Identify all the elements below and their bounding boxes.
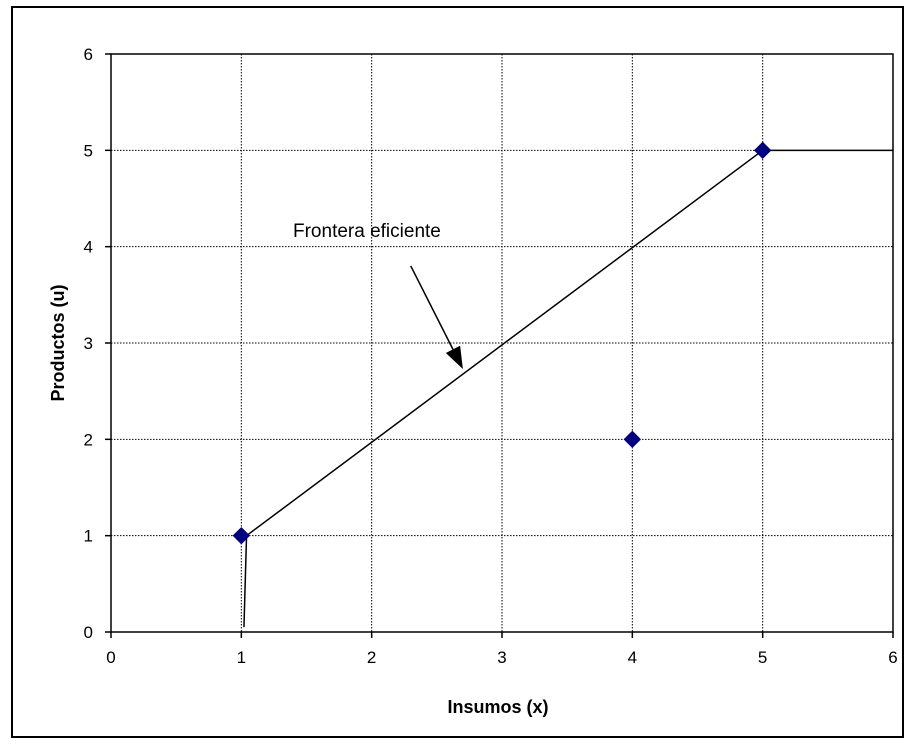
axes: 0 1 2 3 4 5 6 0 1 2 3 4 5 6: [84, 45, 898, 667]
y-tick-label: 5: [84, 141, 93, 160]
annotation-layer: Frontera eficiente: [293, 221, 463, 370]
y-tick-label: 0: [84, 623, 93, 642]
annotation-arrow-shaft: [410, 265, 454, 350]
y-axis-title: Productos (u): [48, 285, 68, 402]
points-layer: [232, 141, 772, 545]
x-tick-label: 3: [497, 648, 506, 667]
chart-svg: 0 1 2 3 4 5 6 0 1 2 3 4 5 6 Frontera eficiente Insumo…: [48, 45, 898, 717]
frontier-line: [243, 149, 893, 628]
x-tick-label: 5: [758, 648, 767, 667]
y-tick-label: 2: [84, 430, 93, 449]
frontier-layer: [243, 149, 893, 628]
data-point: [232, 526, 251, 545]
x-tick-label: 1: [237, 648, 246, 667]
gridlines: [111, 54, 893, 632]
annotation-label: Frontera eficiente: [293, 221, 441, 242]
x-tick-label: 4: [628, 648, 637, 667]
data-point: [623, 430, 642, 449]
annotation-arrow-head: [445, 345, 463, 370]
y-tick-label: 3: [84, 334, 93, 353]
x-axis-title: Insumos (x): [447, 697, 548, 717]
data-point: [753, 141, 772, 160]
x-tick-label: 2: [367, 648, 376, 667]
x-tick-label: 6: [888, 648, 897, 667]
y-tick-label: 6: [84, 45, 93, 64]
chart-frame: 0 1 2 3 4 5 6 0 1 2 3 4 5 6 Frontera eficiente Insumo…: [11, 6, 904, 738]
y-tick-label: 1: [84, 527, 93, 546]
y-tick-label: 4: [84, 238, 93, 257]
x-tick-label: 0: [106, 648, 115, 667]
